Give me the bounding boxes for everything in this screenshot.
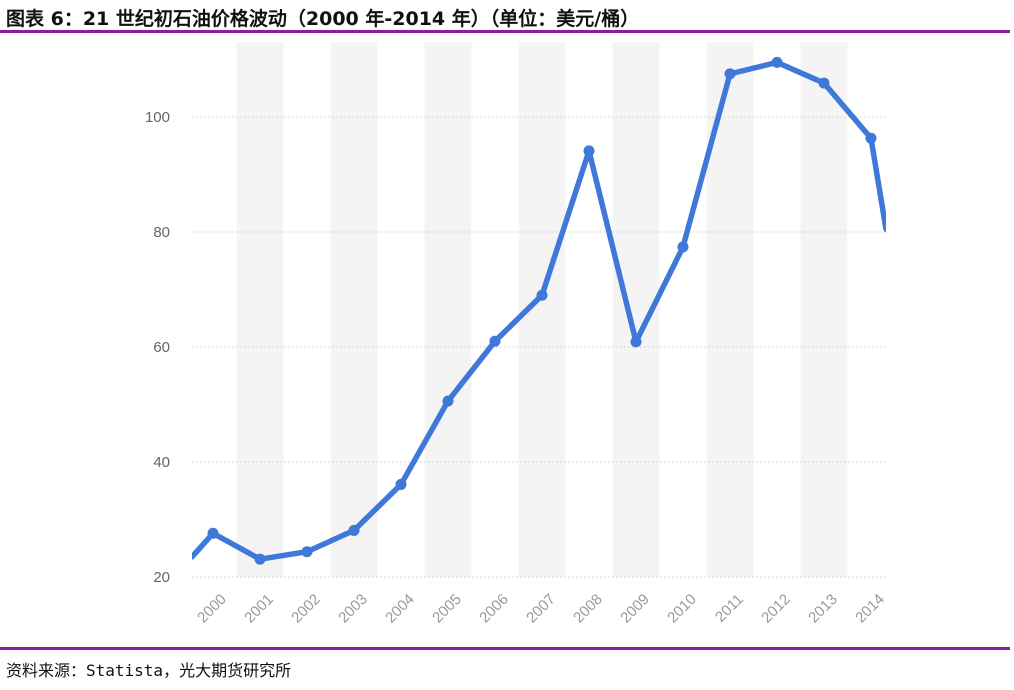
data-point-2006	[489, 335, 501, 347]
x-tick-label: 2003	[335, 591, 371, 627]
x-tick-label: 2012	[758, 591, 794, 627]
x-tick-label: 2001	[241, 591, 277, 627]
source-note: 资料来源：Statista，光大期货研究所	[6, 661, 292, 680]
x-tick-label: 2008	[570, 591, 606, 627]
data-point-2008	[583, 145, 595, 157]
chart-title: 图表 6：21 世纪初石油价格波动（2000 年-2014 年）（单位：美元/桶…	[6, 8, 640, 30]
data-point-2001	[254, 553, 266, 565]
band-2013	[800, 42, 848, 577]
data-point-2009	[630, 336, 642, 348]
x-tick-label: 2007	[523, 591, 559, 627]
data-point-2012	[771, 56, 783, 68]
data-point-2007	[536, 289, 548, 301]
series-layer	[192, 56, 886, 565]
y-tick-label: 60	[153, 339, 170, 356]
band-2011	[706, 42, 754, 577]
data-point-2005	[442, 395, 454, 407]
x-tick-label: 2000	[194, 591, 230, 627]
x-tick-label: 2004	[382, 591, 418, 627]
x-tick-label: 2011	[712, 591, 747, 626]
x-tick-label: 2010	[664, 591, 700, 627]
y-tick-label: 20	[153, 569, 170, 586]
band-2001	[236, 42, 284, 577]
x-tick-label: 2006	[476, 591, 512, 627]
bottom-divider	[0, 647, 1010, 650]
data-point-2014	[865, 132, 877, 144]
top-divider	[0, 30, 1010, 33]
data-point-2004	[395, 478, 407, 490]
data-point-2002	[301, 546, 313, 558]
band-2003	[330, 42, 378, 577]
data-point-2013	[818, 77, 830, 89]
data-point-2011	[724, 68, 736, 80]
y-tick-label: 80	[153, 224, 170, 241]
x-tick-label: 2009	[617, 591, 653, 627]
band-2005	[424, 42, 472, 577]
y-tick-label: 40	[153, 454, 170, 471]
data-point-2010	[677, 241, 689, 253]
x-tick-label: 2013	[805, 591, 841, 627]
y-tick-label: 100	[145, 109, 170, 126]
x-tick-label: 2002	[288, 591, 324, 627]
x-tick-label: 2005	[429, 591, 465, 627]
line-chart: 20 40 60 80 100 2000 2001 2002 2003 2004 2005 2006…	[145, 42, 888, 627]
x-axis-ticks: 2000 2001 2002 2003 2004 2005 2006 2007 2008 2009…	[194, 591, 888, 627]
data-point-2000	[207, 527, 219, 539]
year-bands	[236, 42, 848, 577]
y-axis-ticks: 20 40 60 80 100	[145, 109, 170, 586]
data-point-2003	[348, 524, 360, 536]
x-tick-label: 2014	[852, 591, 888, 627]
